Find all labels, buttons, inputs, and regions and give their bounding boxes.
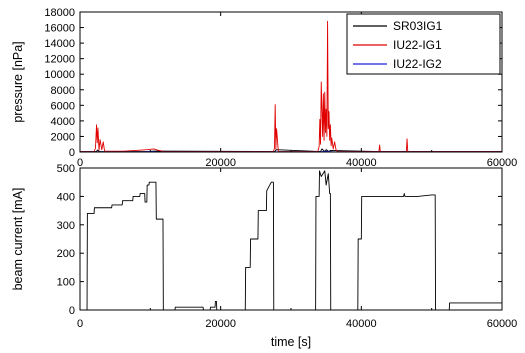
beam-current-panel: 0 20000 40000 60000 0 100 200 300 400 500 beam cur…: [11, 163, 517, 349]
y-tick-label: 6000: [51, 100, 75, 112]
y-tick-label: 2000: [51, 131, 75, 143]
x-tick-label: 20000: [205, 157, 236, 169]
y-tick-label: 12000: [44, 54, 75, 66]
x-tick-label: 0: [77, 318, 83, 330]
x-tick-label: 40000: [346, 157, 377, 169]
y-tick-label: 200: [57, 248, 75, 260]
y-tick-label: 0: [69, 147, 75, 159]
plot-frame: [79, 167, 503, 311]
y-tick-label: 0: [69, 305, 75, 317]
x-tick-label: 40000: [346, 318, 377, 330]
y-tick-label: 18000: [44, 7, 75, 19]
legend-label: SR03IG1: [393, 19, 443, 33]
y-tick-label: 400: [57, 191, 75, 203]
x-axis-label: time [s]: [271, 335, 311, 349]
x-tick-label: 0: [77, 157, 83, 169]
y-tick-label: 100: [57, 277, 75, 289]
legend: SR03IG1 IU22-IG1 IU22-IG2: [346, 13, 501, 75]
y-tick-label: 4000: [51, 116, 75, 128]
x-tick-label: 60000: [487, 157, 518, 169]
y-tick-label: 10000: [44, 69, 75, 81]
series-line-beam-current: [80, 170, 502, 311]
y-axis-label: pressure [nPa]: [11, 41, 25, 122]
x-tick-label: 60000: [487, 318, 518, 330]
y-tick-label: 500: [57, 163, 75, 175]
x-tick-label: 20000: [205, 318, 236, 330]
legend-label: IU22-IG2: [393, 57, 442, 71]
legend-label: IU22-IG1: [393, 38, 442, 52]
series-line-iu22-ig1: [80, 20, 502, 153]
pressure-panel: 0 20000 40000 60000 0 2000 4000 6000 8000 10000 12…: [11, 7, 517, 169]
y-tick-label: 300: [57, 220, 75, 232]
y-axis-label: beam current [mA]: [11, 188, 25, 291]
y-tick-label: 8000: [51, 85, 75, 97]
y-tick-label: 16000: [44, 23, 75, 35]
y-tick-label: 14000: [44, 38, 75, 50]
